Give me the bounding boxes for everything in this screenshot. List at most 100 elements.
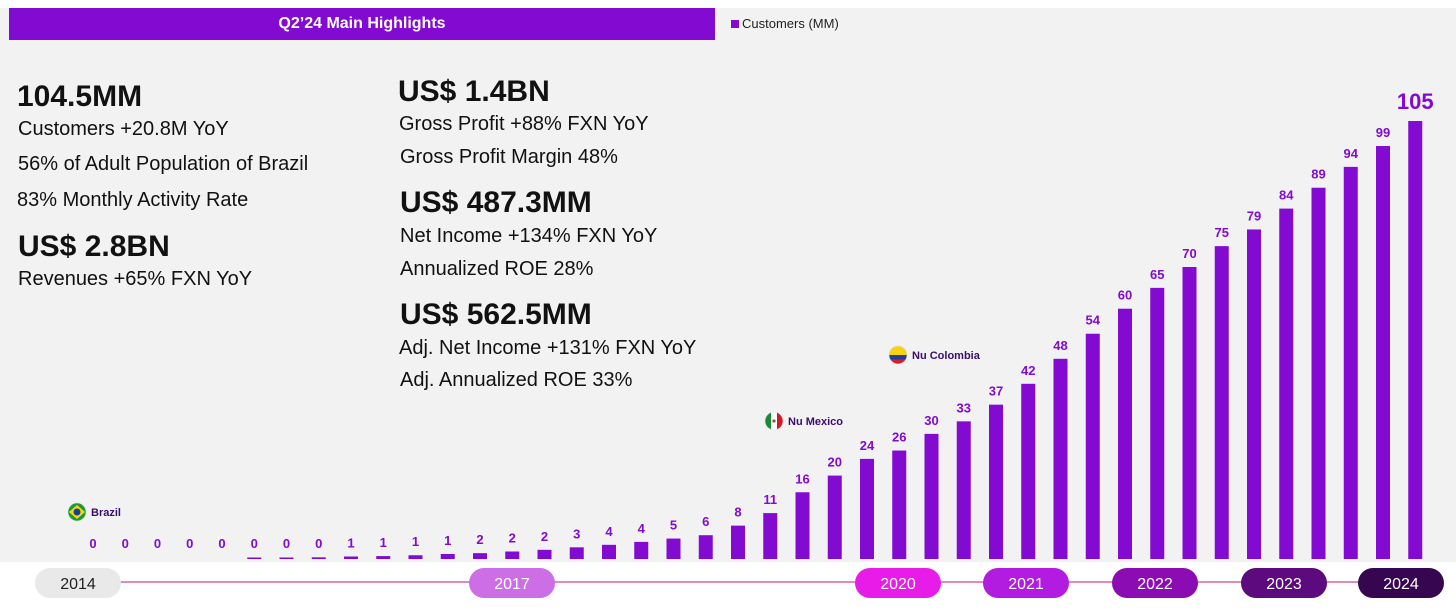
bar	[1343, 166, 1358, 559]
bar-value-label: 3	[573, 526, 580, 541]
adj-annualized-roe: Adj. Annualized ROE 33%	[400, 369, 633, 391]
annotation-mexico: Nu Mexico	[764, 411, 843, 431]
bar	[1085, 333, 1100, 559]
bar	[505, 551, 520, 559]
timeline-year-pill: 2021	[983, 568, 1069, 598]
gross-profit-value: US$ 1.4BN	[398, 75, 550, 108]
annotation-label: Brazil	[91, 507, 121, 519]
legend-swatch	[731, 19, 739, 28]
adj-net-income-value: US$ 562.5MM	[400, 298, 592, 331]
bar	[602, 544, 616, 559]
revenue-value: US$ 2.8BN	[18, 230, 170, 263]
bar-value-label: 2	[541, 529, 548, 544]
annualized-roe: Annualized ROE 28%	[400, 258, 594, 280]
bar-value-label: 54	[1086, 313, 1101, 328]
bar-value-label: 16	[795, 471, 809, 486]
bar-value-label: 30	[924, 413, 938, 428]
bar-value-label: 11	[763, 492, 777, 507]
legend-label: Customers (MM)	[742, 16, 839, 31]
annotation-colombia: Nu Colombia	[888, 345, 981, 365]
bar-value-label: 65	[1150, 267, 1164, 282]
gross-profit-margin: Gross Profit Margin 48%	[400, 146, 618, 168]
bar-value-label: 105	[1397, 89, 1434, 114]
annotation-label: Nu Colombia	[912, 350, 981, 362]
top-strip	[0, 0, 1456, 8]
bar-value-label: 60	[1118, 288, 1132, 303]
bar-value-label: 1	[380, 535, 387, 550]
bar	[1182, 267, 1197, 559]
timeline-year-pill: 2017	[469, 568, 555, 598]
bar-value-label: 75	[1215, 225, 1229, 240]
legend: Customers (MM)	[731, 16, 839, 31]
bar	[279, 557, 294, 559]
bar-value-label: 0	[186, 536, 193, 551]
bar	[698, 535, 713, 559]
bar-value-label: 20	[828, 455, 842, 470]
bar-value-label: 24	[860, 438, 875, 453]
bar	[408, 555, 423, 559]
bar	[860, 458, 874, 559]
bar-value-label: 42	[1021, 363, 1035, 378]
gross-profit-yoy: Gross Profit +88% FXN YoY	[399, 113, 649, 135]
bar	[1118, 308, 1132, 559]
timeline-year-label: 2014	[60, 576, 96, 593]
bar-value-label: 4	[638, 521, 646, 536]
bar	[1247, 229, 1261, 559]
bar	[634, 541, 649, 559]
mexico-flag-icon	[764, 411, 784, 431]
bar-value-label: 2	[509, 530, 516, 545]
bar-value-label: 4	[605, 524, 613, 539]
bar-value-label: 8	[734, 505, 741, 520]
bar	[440, 553, 455, 559]
bar-value-label: 26	[892, 430, 906, 445]
bar	[795, 492, 810, 559]
bar	[1053, 358, 1068, 559]
bar-value-label: 48	[1053, 338, 1067, 353]
timeline-year-label: 2023	[1266, 576, 1302, 593]
customers-activity: 83% Monthly Activity Rate	[17, 189, 249, 211]
timeline-year-pill: 2014	[35, 568, 121, 598]
bar-value-label: 70	[1182, 246, 1196, 261]
bar	[1408, 121, 1423, 559]
header-title: Q2’24 Main Highlights	[9, 8, 715, 40]
bar-value-label: 0	[154, 536, 161, 551]
customers-yoy: Customers +20.8M YoY	[18, 118, 229, 140]
bar	[1376, 146, 1390, 559]
net-income-value: US$ 487.3MM	[400, 186, 592, 219]
bar	[924, 433, 939, 559]
timeline-year-label: 2024	[1383, 576, 1419, 593]
bar-value-label: 89	[1311, 167, 1325, 182]
revenue-yoy: Revenues +65% FXN YoY	[18, 268, 253, 290]
bar	[537, 549, 552, 559]
bar-value-label: 6	[702, 514, 709, 529]
bar	[827, 475, 842, 559]
bar	[1150, 287, 1165, 559]
bar-value-label: 0	[315, 536, 322, 551]
timeline-year-pill: 2023	[1241, 568, 1327, 598]
timeline-year-pill: 2022	[1112, 568, 1198, 598]
bar-value-label: 1	[412, 534, 419, 549]
bar	[344, 556, 358, 559]
timeline-year-label: 2020	[880, 576, 916, 593]
annotation-label: Nu Mexico	[788, 416, 843, 428]
timeline-year-label: 2017	[494, 576, 530, 593]
bar	[473, 553, 487, 559]
bar	[311, 557, 326, 559]
bar-value-label: 0	[283, 536, 290, 551]
adj-net-income-yoy: Adj. Net Income +131% FXN YoY	[399, 337, 697, 359]
bar-value-label: 33	[957, 400, 971, 415]
timeline-year-pill: 2024	[1358, 568, 1444, 598]
bar-value-label: 94	[1344, 146, 1359, 161]
bar-value-label: 37	[989, 384, 1003, 399]
annotation-brazil: Brazil	[67, 502, 121, 522]
bar	[1214, 246, 1229, 559]
bar	[1021, 383, 1036, 559]
bar-value-label: 84	[1279, 188, 1294, 203]
bar	[956, 421, 971, 559]
bar	[731, 525, 745, 559]
bar	[666, 538, 681, 559]
net-income-yoy: Net Income +134% FXN YoY	[400, 225, 658, 247]
brazil-flag-icon	[67, 502, 87, 522]
bar-value-label: 0	[122, 536, 129, 551]
chart-panel	[0, 0, 1456, 562]
